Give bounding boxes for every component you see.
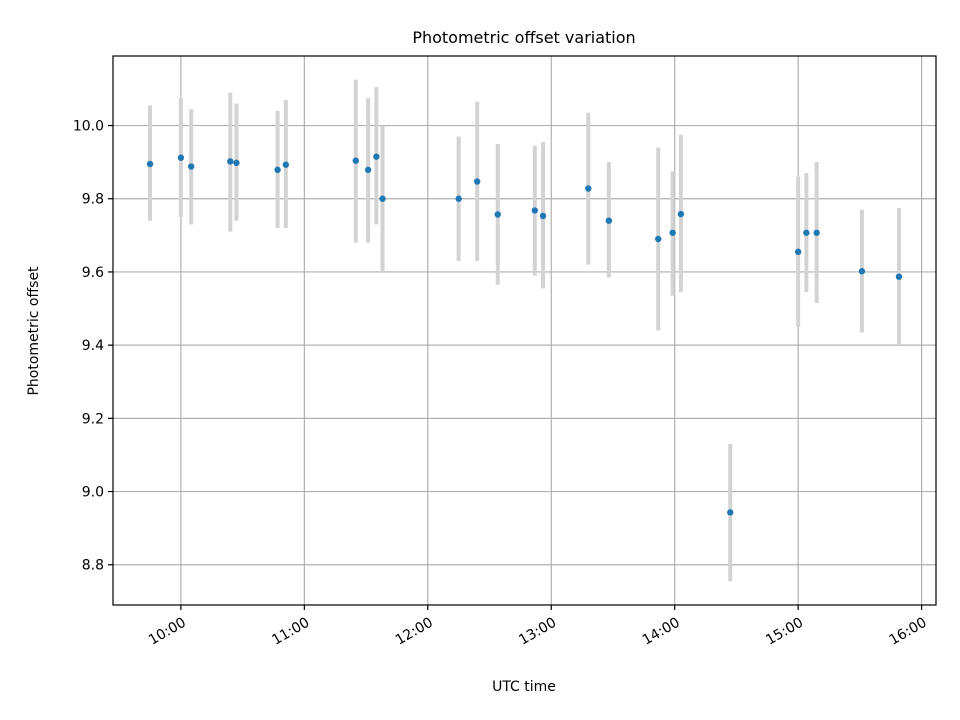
data-point [146, 160, 154, 168]
y-tick-label: 9.6 [82, 265, 104, 281]
data-point [803, 229, 810, 236]
x-tick-label: 16:00 [887, 615, 930, 649]
y-axis-ticks: 8.8 9.0 9.2 9.4 9.6 9.8 10.0 [73, 119, 113, 574]
data-point [177, 154, 185, 161]
x-tick-label: 13:00 [516, 615, 559, 649]
data-point [379, 195, 386, 202]
data-point [233, 159, 240, 167]
data-point [655, 235, 662, 243]
data-point [677, 210, 685, 218]
x-axis-ticks: 10:00 11:00 12:00 13:00 14:00 15:00 16:00 [146, 605, 930, 649]
y-tick-label: 9.4 [82, 338, 104, 354]
x-tick-label: 15:00 [763, 615, 806, 649]
x-tick-label: 10:00 [146, 615, 189, 649]
data-point [727, 509, 734, 516]
y-tick-label: 10.0 [73, 119, 104, 135]
data-point [794, 248, 802, 256]
y-axis-label: Photometric offset [26, 266, 42, 396]
x-tick-label: 11:00 [269, 615, 312, 649]
data-point [539, 212, 547, 220]
chart-title: Photometric offset variation [412, 28, 635, 47]
data-points [146, 153, 903, 516]
data-point [227, 158, 234, 165]
data-point [669, 229, 676, 236]
x-axis-label: UTC time [492, 679, 556, 695]
error-bars [148, 79, 901, 582]
data-point [274, 166, 281, 174]
plot-frame [112, 55, 937, 606]
data-point [585, 185, 592, 192]
y-tick-label: 9.8 [82, 192, 104, 208]
data-point [373, 153, 380, 160]
data-point [187, 163, 195, 170]
y-tick-label: 8.8 [82, 558, 104, 574]
data-point [364, 166, 372, 174]
data-point [605, 217, 613, 224]
data-point [813, 229, 820, 236]
x-tick-label: 12:00 [393, 615, 436, 649]
data-point [895, 273, 903, 280]
data-point [858, 268, 866, 275]
x-tick-label: 14:00 [640, 615, 683, 649]
y-tick-label: 9.0 [82, 485, 104, 501]
data-point [282, 161, 290, 168]
data-point [494, 211, 501, 218]
y-tick-label: 9.2 [82, 411, 104, 427]
data-point [531, 207, 538, 214]
data-point [455, 195, 462, 202]
data-point [473, 178, 481, 185]
data-point [352, 157, 359, 164]
